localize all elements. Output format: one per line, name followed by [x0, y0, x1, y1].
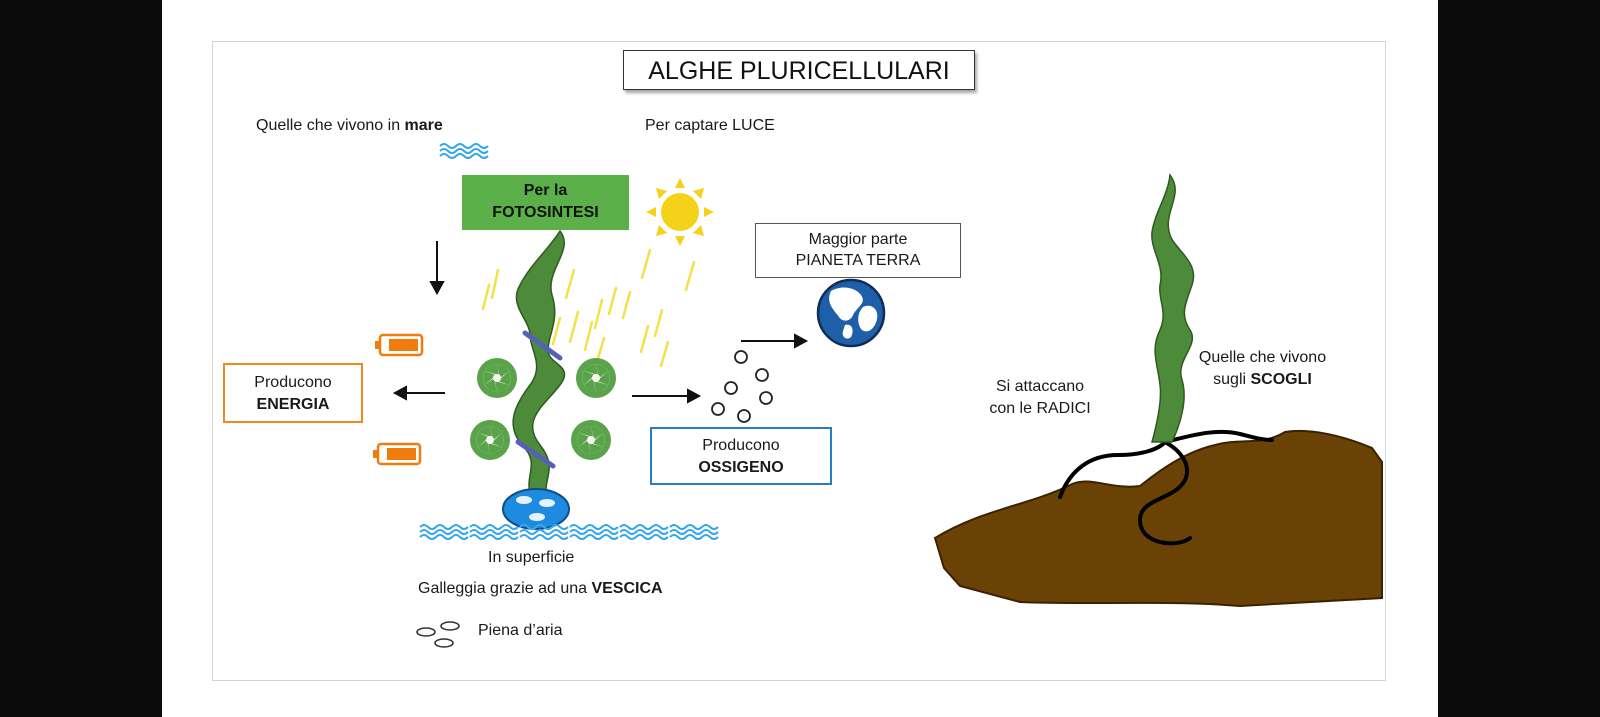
battery-icon [373, 333, 424, 357]
sea-alga-stem [512, 229, 566, 501]
float-label: Galleggia grazie ad una VESCICA [418, 578, 663, 600]
slide-frame [212, 41, 1386, 681]
oxygen-box: Producono OSSIGENO [650, 427, 832, 485]
waves-icon [439, 143, 489, 159]
roots-line2: con le RADICI [989, 400, 1091, 417]
page-title: ALGHE PLURICELLULARI [623, 50, 975, 90]
waves-icon [419, 524, 719, 540]
roots-line1: Si attaccano [995, 378, 1085, 395]
oxygen-line1: Producono [702, 437, 780, 454]
vein-marker [522, 330, 563, 361]
photosynthesis-line1: Per la [523, 182, 568, 199]
energy-box: Producono ENERGIA [223, 363, 363, 423]
sun-icon [646, 178, 714, 246]
rocks-heading-line1: Quelle che vivono [1198, 349, 1327, 366]
planet-box: Maggior parte PIANETA TERRA [755, 223, 961, 278]
chloroplast-icon [571, 420, 611, 460]
chloroplast-icon [576, 358, 616, 398]
surface-label: In superficie [488, 549, 575, 566]
earth-globe-icon [816, 278, 886, 348]
roots-label: Si attaccano con le RADICI [975, 376, 1105, 420]
planet-line1: Maggior parte [808, 231, 908, 248]
energy-line1: Producono [254, 374, 332, 391]
oxygen-line2: OSSIGENO [698, 459, 784, 476]
arrow-icon [429, 241, 445, 296]
arrow-icon [632, 388, 702, 404]
sea-heading-text: Quelle che vivono in [256, 117, 405, 134]
rocks-heading-bold: SCOGLI [1250, 371, 1312, 388]
air-bubble-icon [416, 621, 460, 648]
rocks-heading-line2: sugli SCOGLI [1175, 369, 1350, 391]
light-label: Per captare LUCE [645, 117, 775, 134]
rocks-heading: Quelle che vivono sugli SCOGLI [1175, 347, 1350, 391]
bladder-icon [502, 488, 570, 530]
vein-marker [515, 439, 556, 469]
sea-heading-bold: mare [404, 117, 443, 134]
arrow-icon [741, 333, 809, 349]
photosynthesis-box: Per la FOTOSINTESI [462, 175, 629, 230]
float-bold: VESCICA [591, 580, 663, 597]
chloroplast-icon [470, 420, 510, 460]
light-rays [481, 248, 696, 368]
battery-icon [371, 442, 422, 466]
air-label: Piena d’aria [478, 622, 563, 639]
arrow-icon [392, 385, 445, 401]
energy-line2: ENERGIA [256, 396, 330, 413]
rock-alga-stem [1151, 173, 1195, 443]
oxygen-bubble-icon [711, 350, 773, 423]
planet-line2: PIANETA TERRA [795, 252, 921, 269]
chloroplast-icon [477, 358, 517, 398]
rock-shape [933, 429, 1383, 608]
roots [1058, 429, 1274, 546]
sea-heading: Quelle che vivono in mare [256, 115, 443, 137]
rocks-heading-prefix: sugli [1213, 371, 1251, 388]
photosynthesis-line2: FOTOSINTESI [492, 204, 599, 221]
float-text: Galleggia grazie ad una [418, 580, 592, 597]
